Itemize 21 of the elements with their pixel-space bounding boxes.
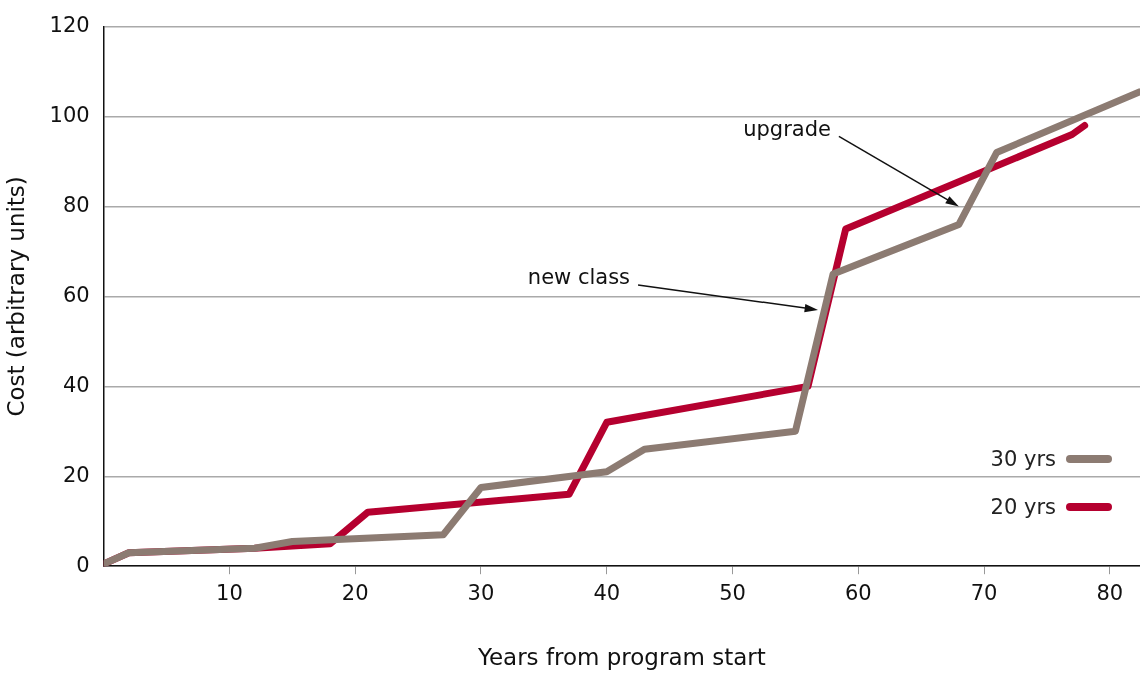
x-tick-label: 80 xyxy=(1096,581,1124,606)
x-tick-label: 10 xyxy=(216,581,243,606)
x-tick-label: 20 xyxy=(341,581,369,606)
y-tick-label: 0 xyxy=(76,552,90,577)
y-tick-label: 80 xyxy=(62,192,90,217)
y-axis-title: Cost (arbitrary units) xyxy=(2,176,29,417)
annotation: upgrade xyxy=(743,116,831,141)
y-tick-label: 40 xyxy=(62,372,90,397)
x-tick-label: 70 xyxy=(970,581,998,606)
x-axis-title: Years from program start xyxy=(476,644,766,671)
y-tick-label: 100 xyxy=(49,102,90,127)
x-tick-label: 60 xyxy=(844,581,872,606)
y-tick-label: 20 xyxy=(62,462,90,487)
x-tick-label: 50 xyxy=(719,581,746,606)
annotation: new class xyxy=(527,265,631,290)
legend-label: 20 yrs xyxy=(990,495,1056,519)
y-tick-label: 60 xyxy=(62,282,90,307)
legend-label: 30 yrs xyxy=(990,447,1056,471)
x-tick-label: 40 xyxy=(593,581,621,606)
x-tick-label: 30 xyxy=(467,581,495,606)
y-tick-label: 120 xyxy=(49,13,90,38)
